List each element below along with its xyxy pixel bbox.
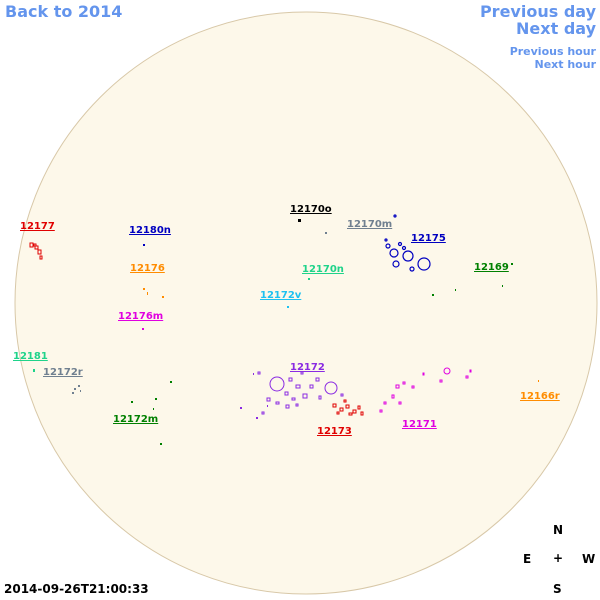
next-hour-link[interactable]: Next hour [534,58,597,71]
compass-north: N [553,523,564,537]
spots-12172-small [240,373,268,419]
spots-12166r [538,380,539,382]
spots-12177 [29,242,43,260]
spots-12176m [142,328,144,330]
spots-12170m [325,232,327,234]
spots-12172r [72,385,81,394]
spots-12172 [257,371,344,415]
spots-12175 [384,214,431,272]
region-label-12170o[interactable]: 12170o [290,204,332,215]
compass-east: E [523,552,532,566]
previous-day-link[interactable]: Previous day [479,2,596,21]
observation-timestamp: 2014-09-26T21:00:33 [4,582,149,596]
region-label-12170n[interactable]: 12170n [302,264,344,275]
region-label-12180n[interactable]: 12180n [129,225,171,236]
spots-12170o [298,219,301,222]
region-label-12181[interactable]: 12181 [13,351,48,362]
region-label-12169[interactable]: 12169 [474,262,509,273]
back-to-year-link[interactable]: Back to 2014 [5,2,123,21]
region-label-12172r[interactable]: 12172r [43,367,83,378]
spots-12180n [143,244,145,246]
region-label-12171[interactable]: 12171 [402,419,437,430]
region-label-12172v[interactable]: 12172v [260,290,302,301]
previous-hour-link[interactable]: Previous hour [509,45,596,58]
compass-west: W [582,552,596,566]
spots-12181 [33,369,35,372]
region-label-12176m[interactable]: 12176m [118,311,163,322]
compass-center: + [553,551,564,565]
region-label-12172[interactable]: 12172 [290,362,325,373]
region-label-12176[interactable]: 12176 [130,263,165,274]
spots-12173 [332,399,364,416]
spots-12172m [131,381,172,445]
spots-12169 [432,263,513,296]
region-label-12172m[interactable]: 12172m [113,414,158,425]
compass-south: S [553,582,562,596]
region-label-12175[interactable]: 12175 [411,233,446,244]
solar-disk [14,11,598,595]
spots-12176 [143,288,164,298]
spots-12171 [379,367,472,413]
region-label-12177[interactable]: 12177 [20,221,55,232]
next-day-link[interactable]: Next day [516,19,596,38]
spots-12172v [287,306,289,308]
spots-12170n [308,278,310,280]
region-label-12173[interactable]: 12173 [317,426,352,437]
region-label-12170m[interactable]: 12170m [347,219,392,230]
region-label-12166r[interactable]: 12166r [520,391,560,402]
